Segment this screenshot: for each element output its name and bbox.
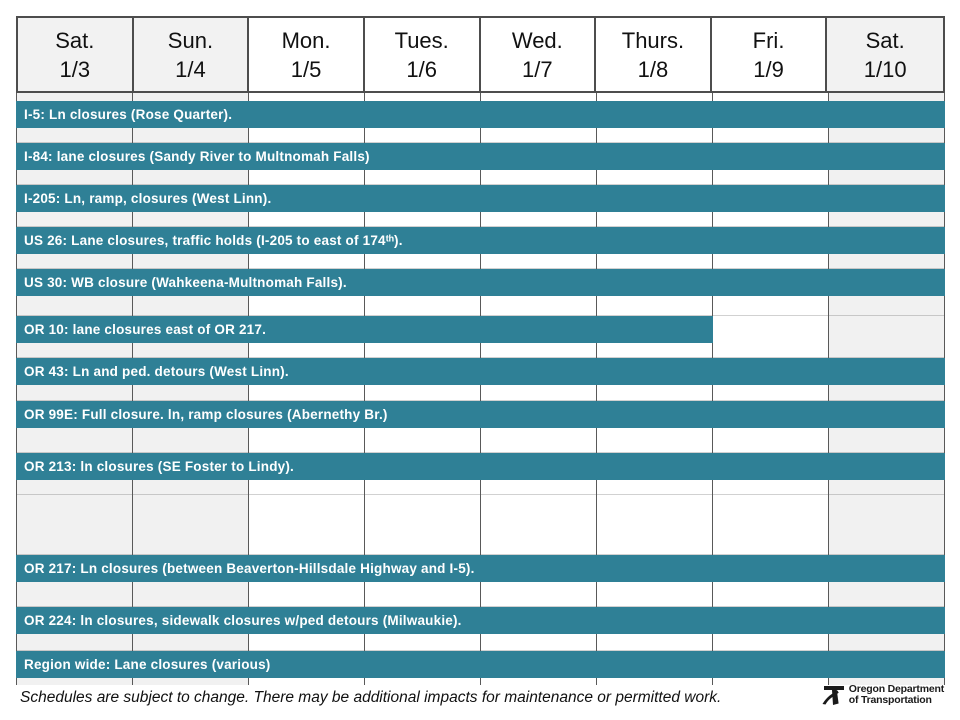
lane-or10: OR 10: lane closures east of OR 217. bbox=[16, 316, 945, 358]
day-header-sat-1-10: Sat. 1/10 bbox=[827, 18, 943, 91]
lane-region-wide: Region wide: Lane closures (various) bbox=[16, 651, 945, 685]
gantt-bar-or213: OR 213: ln closures (SE Foster to Lindy)… bbox=[16, 453, 945, 480]
day-header-fri-1-9: Fri. 1/9 bbox=[711, 18, 828, 91]
lane-or217: OR 217: Ln closures (between Beaverton-H… bbox=[16, 555, 945, 607]
day-header-wed-1-7: Wed. 1/7 bbox=[480, 18, 597, 91]
gantt-body: I-5: Ln closures (Rose Quarter). I-84: l… bbox=[16, 93, 945, 685]
gantt-bar-or99e: OR 99E: Full closure. ln, ramp closures … bbox=[16, 401, 945, 428]
day-header-thurs-1-8: Thurs. 1/8 bbox=[596, 18, 712, 91]
lane-empty bbox=[16, 495, 945, 555]
lane-i205: I-205: Ln, ramp, closures (West Linn). bbox=[16, 185, 945, 227]
gantt-bar-i84: I-84: lane closures (Sandy River to Mult… bbox=[16, 143, 945, 170]
odot-logo: Oregon Department of Transportation bbox=[822, 684, 944, 706]
day-label: Wed. bbox=[511, 27, 563, 53]
lane-i84: I-84: lane closures (Sandy River to Mult… bbox=[16, 143, 945, 185]
day-label: Mon. bbox=[281, 27, 331, 53]
gantt-bar-or217: OR 217: Ln closures (between Beaverton-H… bbox=[16, 555, 945, 582]
footer-note: Schedules are subject to change. There m… bbox=[20, 689, 722, 706]
day-label: Tues. bbox=[394, 27, 449, 53]
date-label: 1/6 bbox=[406, 56, 437, 82]
date-label: 1/10 bbox=[863, 56, 907, 82]
date-label: 1/9 bbox=[753, 56, 784, 82]
lane-or43: OR 43: Ln and ped. detours (West Linn). bbox=[16, 358, 945, 401]
day-header-mon-1-5: Mon. 1/5 bbox=[249, 18, 365, 91]
gantt-bar-us26: US 26: Lane closures, traffic holds (I-2… bbox=[16, 227, 945, 254]
day-header-tues-1-6: Tues. 1/6 bbox=[364, 18, 481, 91]
day-label: Sat. bbox=[865, 27, 905, 53]
date-label: 1/4 bbox=[175, 56, 206, 82]
date-label: 1/7 bbox=[522, 56, 553, 82]
lane-us26: US 26: Lane closures, traffic holds (I-2… bbox=[16, 227, 945, 269]
gantt-bar-or10: OR 10: lane closures east of OR 217. bbox=[16, 316, 713, 343]
lane-or213: OR 213: ln closures (SE Foster to Lindy)… bbox=[16, 453, 945, 495]
gantt-bar-or43: OR 43: Ln and ped. detours (West Linn). bbox=[16, 358, 945, 385]
day-header-sat-1-3: Sat. 1/3 bbox=[18, 18, 134, 91]
day-label: Sat. bbox=[55, 27, 95, 53]
day-label: Sun. bbox=[167, 27, 214, 53]
odot-logo-text: Oregon Department of Transportation bbox=[849, 684, 944, 706]
lane-or99e: OR 99E: Full closure. ln, ramp closures … bbox=[16, 401, 945, 453]
lane-i5: I-5: Ln closures (Rose Quarter). bbox=[16, 101, 945, 143]
odot-logo-line2: of Transportation bbox=[848, 694, 932, 706]
gantt-bar-or224: OR 224: ln closures, sidewalk closures w… bbox=[16, 607, 945, 634]
day-header-sun-1-4: Sun. 1/4 bbox=[133, 18, 250, 91]
odot-logo-line1: Oregon Department bbox=[848, 683, 944, 695]
date-label: 1/8 bbox=[637, 56, 669, 82]
lane-spacer bbox=[16, 93, 945, 101]
gantt-bar-i205: I-205: Ln, ramp, closures (West Linn). bbox=[16, 185, 945, 212]
lane-stack: I-5: Ln closures (Rose Quarter). I-84: l… bbox=[16, 93, 945, 685]
date-label: 1/3 bbox=[59, 56, 91, 82]
date-label: 1/5 bbox=[290, 56, 322, 82]
day-label: Fri. bbox=[752, 27, 785, 53]
odot-logo-icon bbox=[822, 686, 844, 705]
gantt-bar-i5: I-5: Ln closures (Rose Quarter). bbox=[16, 101, 945, 128]
gantt-bar-region-wide: Region wide: Lane closures (various) bbox=[16, 651, 945, 678]
gantt-bar-us30: US 30: WB closure (Wahkeena-Multnomah Fa… bbox=[16, 269, 945, 296]
lane-or224: OR 224: ln closures, sidewalk closures w… bbox=[16, 607, 945, 651]
day-label: Thurs. bbox=[621, 27, 685, 53]
lane-us30: US 30: WB closure (Wahkeena-Multnomah Fa… bbox=[16, 269, 945, 316]
day-header-row: Sat. 1/3 Sun. 1/4 Mon. 1/5 Tues. 1/6 Wed… bbox=[16, 16, 945, 93]
